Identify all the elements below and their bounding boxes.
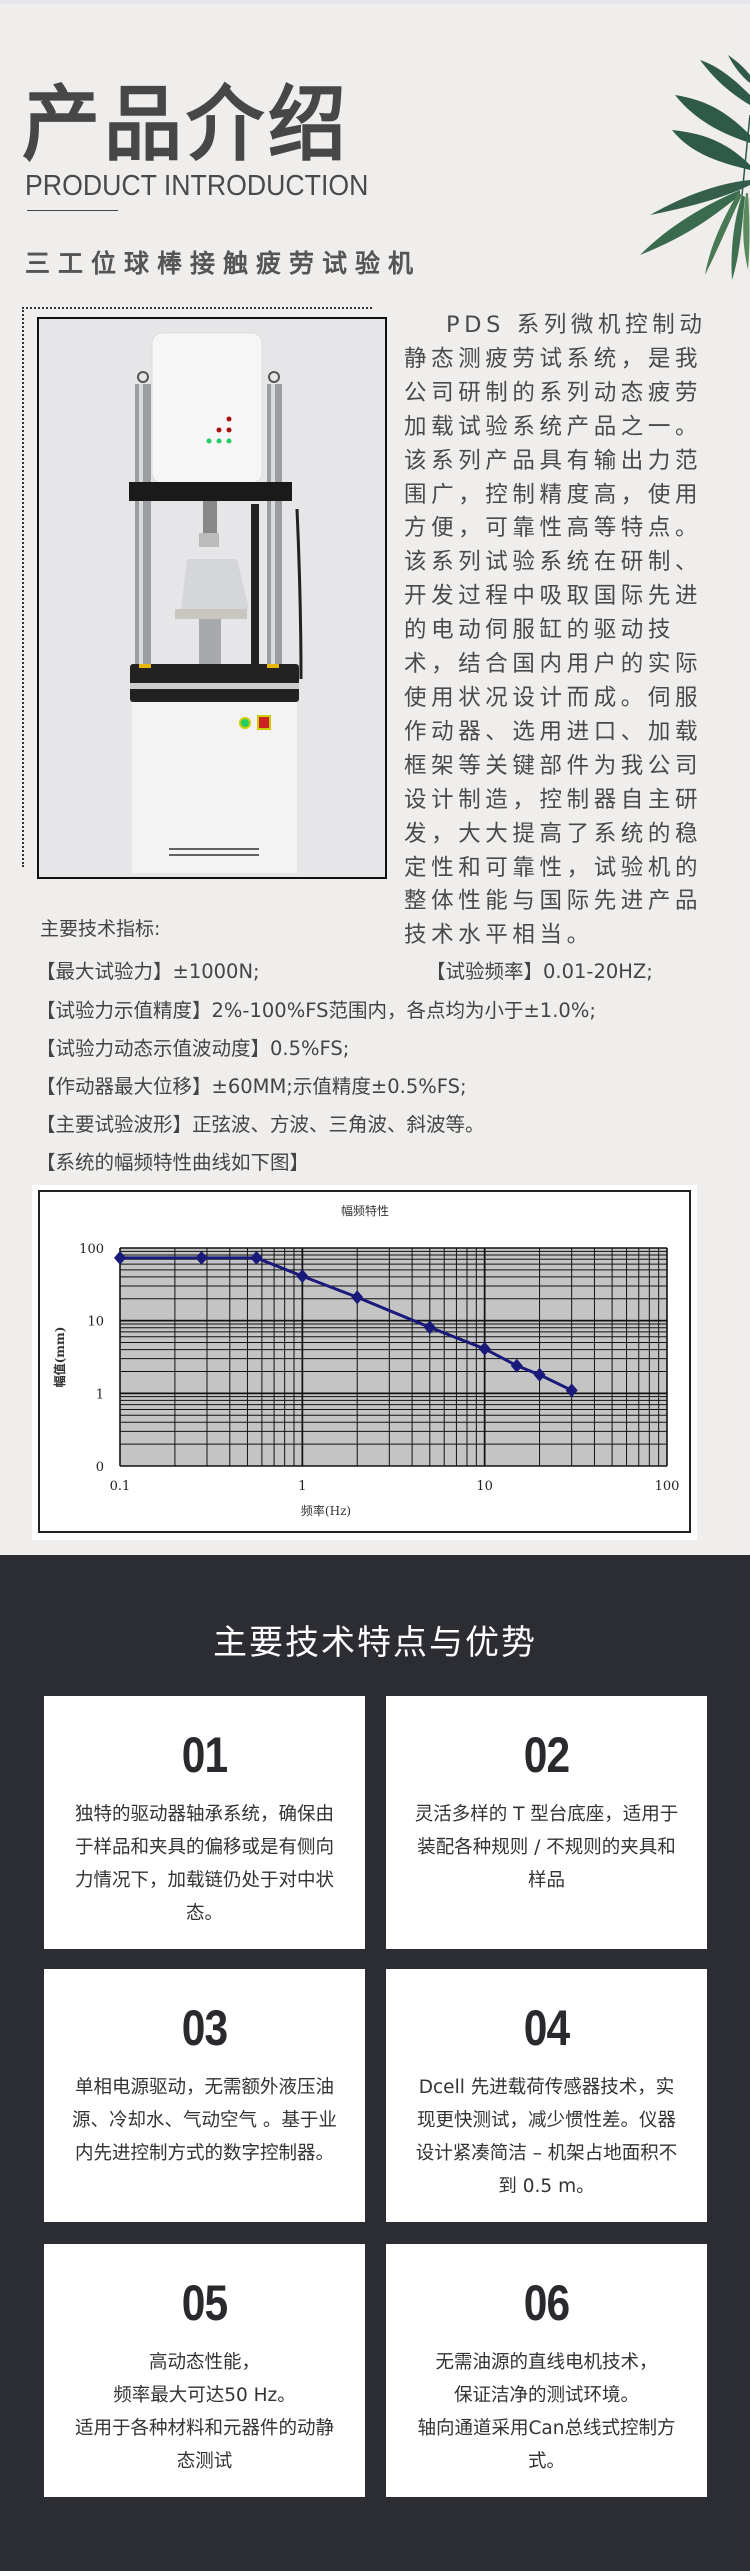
intro-paragraph: PDS 系列微机控制动静态测疲劳试系统，是我公司研制的系列动态疲劳加载试验系统产… xyxy=(404,312,707,949)
y-axis-label: 幅值(mm) xyxy=(52,1327,67,1388)
feature-text: 无需油源的直线电机技术， 保证洁净的测试环境。 轴向通道采用Can总线式控制方式… xyxy=(417,2352,676,2472)
y-tick-label: 100 xyxy=(79,1242,104,1257)
x-tick-label: 100 xyxy=(655,1479,680,1494)
page-title-en: PRODUCT INTRODUCTION xyxy=(25,170,369,202)
x-tick-label: 10 xyxy=(476,1479,493,1494)
spec-accuracy: 【试验力示值精度】2%-100%FS范围内，各点均为小于±1.0%; xyxy=(36,999,596,1022)
series-line xyxy=(120,1256,573,1392)
top-strip xyxy=(0,0,750,4)
y-tick-label: 10 xyxy=(87,1315,104,1330)
feature-number: 02 xyxy=(523,1727,570,1783)
product-name: 三工位球棒接触疲劳试验机 xyxy=(25,249,422,278)
specs-heading: 主要技术指标: xyxy=(40,918,161,940)
spec-displacement: 【作动器最大位移】±60MM;示值精度±0.5%FS; xyxy=(36,1075,467,1098)
feature-number: 03 xyxy=(181,2000,228,2056)
chart-container: 幅频特性 频率(Hz) 幅值(mm) 0.1 1 10 100 100 10 1 0 xyxy=(32,1185,697,1540)
spec-waveforms: 【主要试验波形】正弦波、方波、三角波、斜波等。 xyxy=(36,1113,485,1136)
product-photo xyxy=(37,317,387,879)
feature-text: 单相电源驱动，无需额外液压油源、冷却水、气动空气 。基于业内先进控制方式的数字控… xyxy=(72,2077,337,2164)
feature-card: 06 无需油源的直线电机技术， 保证洁净的测试环境。 轴向通道采用Can总线式控制… xyxy=(386,2244,707,2497)
data-point xyxy=(533,1367,546,1382)
feature-number: 04 xyxy=(523,2000,570,2056)
chart-grid xyxy=(119,1247,668,1467)
page-title: 产品介绍 xyxy=(22,78,351,173)
data-point xyxy=(510,1358,523,1373)
x-tick-label: 0.1 xyxy=(110,1479,131,1494)
spec-curve-caption: 【系统的幅频特性曲线如下图】 xyxy=(36,1151,310,1174)
data-point xyxy=(195,1250,208,1265)
leaf-decoration-icon xyxy=(640,55,750,280)
data-point xyxy=(478,1341,491,1356)
plot-area xyxy=(120,1248,667,1466)
feature-card: 05 高动态性能， 频率最大可达50 Hz。 适用于各种材料和元器件的动静态测试 xyxy=(44,2244,365,2497)
data-point xyxy=(114,1250,126,1265)
feature-text: 高动态性能， 频率最大可达50 Hz。 适用于各种材料和元器件的动静态测试 xyxy=(74,2352,334,2472)
feature-number: 01 xyxy=(181,1727,228,1783)
features-title: 主要技术特点与优势 xyxy=(213,1623,537,1663)
feature-card: 03 单相电源驱动，无需额外液压油源、冷却水、气动空气 。基于业内先进控制方式的数… xyxy=(44,1969,365,2222)
title-underline xyxy=(27,210,118,211)
test-machine-image xyxy=(39,319,385,877)
feature-number: 06 xyxy=(523,2275,570,2331)
data-point xyxy=(423,1320,436,1335)
feature-card: 04 Dcell 先进载荷传感器技术，实现更快测试，减少惯性差。仪器设计紧凑简洁 … xyxy=(386,1969,707,2222)
data-point xyxy=(351,1290,364,1305)
y-tick-label: 0 xyxy=(96,1460,104,1475)
chart-series xyxy=(114,1250,578,1398)
intro-text: PDS 系列微机控制动静态测疲劳试系统，是我公司研制的系列动态疲劳加载试验系统产… xyxy=(404,309,724,953)
y-tick-label: 1 xyxy=(96,1387,104,1402)
data-point xyxy=(250,1250,263,1265)
photo-dotted-frame xyxy=(22,307,372,867)
chart-title: 幅频特性 xyxy=(341,1203,389,1218)
feature-text: Dcell 先进载荷传感器技术，实现更快测试，减少惯性差。仪器设计紧凑简洁 – … xyxy=(415,2077,678,2197)
spec-max-force: 【最大试验力】±1000N; xyxy=(36,960,260,983)
x-tick-label: 1 xyxy=(298,1479,306,1494)
feature-card: 02 灵活多样的 T 型台底座，适用于装配各种规则 / 不规则的夹具和样品 xyxy=(386,1696,707,1949)
feature-card: 01 独特的驱动器轴承系统，确保由于样品和夹具的偏移或是有侧向力情况下，加载链仍处… xyxy=(44,1696,365,1949)
data-point xyxy=(296,1269,309,1284)
feature-text: 独特的驱动器轴承系统，确保由于样品和夹具的偏移或是有侧向力情况下，加载链仍处于对… xyxy=(74,1804,334,1924)
feature-number: 05 xyxy=(181,2275,228,2331)
spec-fluctuation: 【试验力动态示值波动度】0.5%FS; xyxy=(36,1037,350,1060)
x-axis-label: 频率(Hz) xyxy=(301,1503,351,1518)
feature-text: 灵活多样的 T 型台底座，适用于装配各种规则 / 不规则的夹具和样品 xyxy=(414,1804,679,1891)
spec-frequency: 【试验频率】0.01-20HZ; xyxy=(426,960,653,983)
data-point xyxy=(565,1383,578,1398)
